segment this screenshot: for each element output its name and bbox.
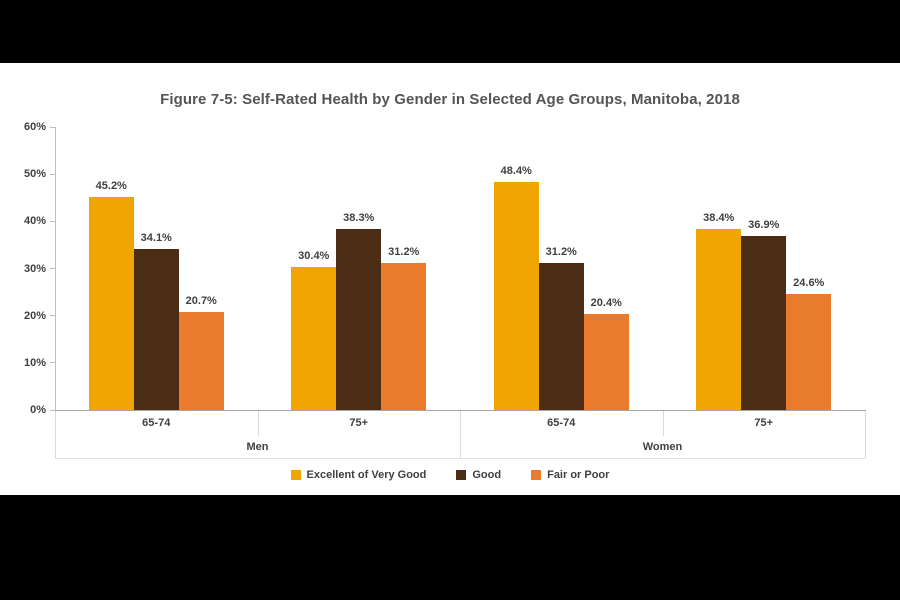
- y-tick-mark: [50, 173, 56, 175]
- data-label: 34.1%: [140, 232, 172, 245]
- y-tick-label: 50%: [23, 168, 46, 181]
- legend-swatch-fair-poor: [531, 470, 542, 480]
- age-label: 75+: [754, 417, 774, 429]
- age-label: 65-74: [142, 417, 171, 429]
- category-separator-line: [662, 411, 664, 436]
- x-axis-line: [55, 410, 866, 411]
- y-axis-line: [55, 127, 56, 415]
- bar-group-men-75+: 30.4% 38.3% 31.2%: [258, 127, 461, 410]
- category-separator-line: [257, 411, 259, 436]
- data-label: 45.2%: [95, 179, 127, 192]
- category-separator-line: [55, 411, 56, 458]
- y-tick-label: 0%: [30, 404, 46, 416]
- bar-fair-or-poor: 20.7%: [178, 295, 224, 410]
- age-label: 75+: [349, 417, 369, 429]
- chart-title: Figure 7-5: Self-Rated Health by Gender …: [160, 91, 740, 108]
- bar-excellent-of-very-good: 30.4%: [291, 250, 337, 410]
- bar-fair-or-poor: 20.4%: [583, 297, 629, 410]
- y-tick-mark: [50, 315, 56, 317]
- data-label: 48.4%: [500, 164, 532, 177]
- data-label: 30.4%: [298, 249, 330, 262]
- bar-good: 38.3%: [336, 212, 382, 410]
- bar-good: 31.2%: [538, 246, 584, 410]
- age-category-row: 65-74 75+ 65-74 75+: [55, 411, 865, 436]
- y-tick-label: 40%: [23, 215, 46, 228]
- legend-swatch-good: [456, 470, 467, 480]
- category-separator-line: [460, 411, 461, 458]
- legend-swatch-excellent: [290, 470, 301, 480]
- bar-excellent-of-very-good: 38.4%: [696, 212, 742, 410]
- y-tick-label: 30%: [23, 262, 46, 275]
- y-tick-mark: [50, 268, 56, 269]
- y-tick-mark: [50, 409, 56, 411]
- data-label: 31.2%: [545, 245, 577, 258]
- bar-good: 34.1%: [133, 232, 179, 410]
- age-label: 65-74: [547, 417, 576, 429]
- legend: Excellent of Very Good Good Fair or Poor: [0, 469, 900, 481]
- y-tick-mark: [50, 362, 56, 364]
- category-separator-line: [865, 411, 866, 458]
- legend-item: Good: [456, 469, 501, 481]
- bar-excellent-of-very-good: 48.4%: [493, 165, 539, 410]
- y-tick-label: 20%: [23, 309, 46, 322]
- y-tick-label: 60%: [23, 121, 46, 133]
- category-axis-bottom-line: [55, 458, 866, 459]
- y-tick-label: 10%: [23, 356, 46, 369]
- legend-item: Fair or Poor: [531, 469, 609, 481]
- data-label: 20.4%: [590, 296, 622, 309]
- data-label: 31.2%: [388, 245, 420, 258]
- data-label: 38.3%: [343, 212, 375, 225]
- bar-group-women-75+: 38.4% 36.9% 24.6%: [663, 127, 866, 410]
- data-label: 38.4%: [703, 211, 735, 224]
- data-label: 36.9%: [748, 218, 780, 231]
- bar-good: 36.9%: [741, 219, 787, 410]
- data-label: 20.7%: [185, 295, 217, 308]
- legend-item: Excellent of Very Good: [290, 469, 427, 481]
- legend-label: Good: [472, 469, 502, 481]
- gender-category-row: Men Women: [55, 436, 865, 458]
- legend-label: Fair or Poor: [547, 469, 610, 481]
- bar-group-women-65-74: 48.4% 31.2% 20.4%: [460, 127, 663, 410]
- gender-label: Men: [246, 441, 269, 453]
- legend-label: Excellent of Very Good: [306, 469, 427, 481]
- y-tick-mark: [50, 220, 56, 222]
- bar-fair-or-poor: 31.2%: [381, 246, 427, 410]
- plot-area: 45.2% 34.1% 20.7% 30.4% 38.3% 31.2% 48.4% 31.2%…: [55, 127, 865, 410]
- data-label: 24.6%: [793, 276, 825, 289]
- bar-group-men-65-74: 45.2% 34.1% 20.7%: [55, 127, 258, 410]
- y-tick-mark: [50, 126, 56, 128]
- gender-label: Women: [642, 441, 683, 453]
- chart-canvas: Figure 7-5: Self-Rated Health by Gender …: [0, 63, 900, 495]
- bar-excellent-of-very-good: 45.2%: [88, 180, 134, 410]
- bar-fair-or-poor: 24.6%: [786, 277, 832, 410]
